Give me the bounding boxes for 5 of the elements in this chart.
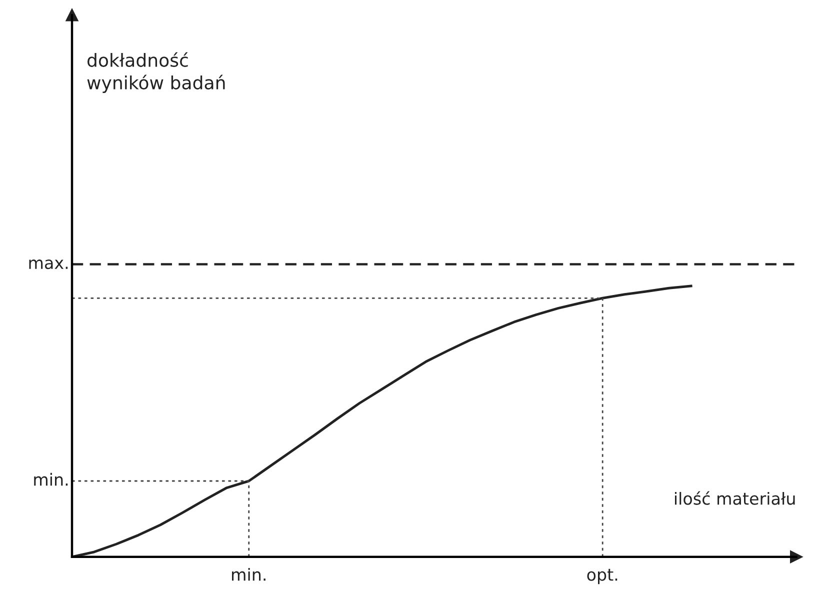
x-tick-label: opt. — [587, 568, 618, 584]
ref-line-label: max. — [29, 260, 68, 270]
text: dokładność wyników badań — [87, 52, 225, 93]
x-axis-title: ilość materiału — [674, 491, 795, 505]
ref-line-label: min. — [34, 472, 68, 486]
